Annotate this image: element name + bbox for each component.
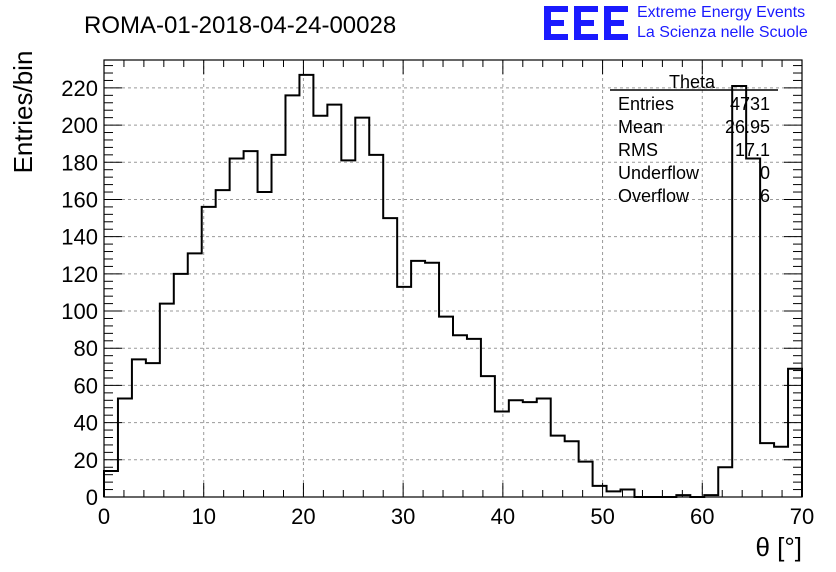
x-tick-label: 60 — [690, 504, 714, 529]
histogram-bin — [285, 95, 299, 497]
x-tick-label: 50 — [590, 504, 614, 529]
histogram-bin — [341, 160, 355, 497]
histogram-bin — [230, 159, 244, 497]
histogram-bin — [746, 159, 760, 497]
histogram-bin — [160, 304, 174, 497]
histogram-bin — [523, 402, 537, 497]
eee-logo-icon — [544, 6, 628, 40]
y-tick-label: 220 — [61, 76, 98, 101]
axis-ticks — [103, 60, 803, 498]
histogram-bin — [188, 253, 202, 497]
stats-value: 6 — [760, 186, 770, 206]
histogram-bin — [565, 441, 579, 497]
histogram-bin — [551, 436, 565, 497]
grid — [104, 60, 802, 497]
stats-value: 0 — [760, 163, 770, 183]
x-axis-label: θ [°] — [755, 532, 802, 562]
histogram-bin — [397, 287, 411, 497]
histogram-bin — [774, 447, 788, 497]
histogram-bin — [439, 317, 453, 497]
stats-value: 26.95 — [725, 117, 770, 137]
histogram-bin — [132, 359, 146, 497]
x-tick-label: 40 — [491, 504, 515, 529]
y-tick-label: 140 — [61, 225, 98, 250]
y-tick-label: 100 — [61, 299, 98, 324]
histogram-bin — [537, 398, 551, 497]
x-tick-label: 30 — [391, 504, 415, 529]
x-tick-label: 20 — [291, 504, 315, 529]
y-tick-label: 120 — [61, 262, 98, 287]
y-tick-label: 20 — [74, 448, 98, 473]
y-tick-label: 40 — [74, 411, 98, 436]
histogram-bin — [299, 75, 313, 497]
histogram-bin — [327, 105, 341, 497]
y-axis-label: Entries/bin — [8, 51, 38, 174]
histogram-bin — [258, 192, 272, 497]
stats-value: 17.1 — [735, 140, 770, 160]
histogram-bin — [425, 263, 439, 497]
histogram — [103, 73, 803, 498]
histogram-bin — [509, 400, 523, 497]
histogram-bin — [146, 363, 160, 497]
histogram-bin — [411, 261, 425, 497]
x-tick-label: 10 — [191, 504, 215, 529]
y-tick-label: 160 — [61, 187, 98, 212]
plot-frame — [103, 59, 803, 498]
histogram-bin — [216, 190, 230, 497]
histogram-bin — [467, 339, 481, 497]
stats-label: RMS — [618, 140, 658, 160]
logo-line-2: La Scienza nelle Scuole — [637, 24, 808, 41]
stats-title: Theta — [669, 72, 716, 92]
histogram-outline — [103, 73, 803, 498]
chart-title: ROMA-01-2018-04-24-00028 — [84, 12, 396, 39]
histogram-bin — [788, 369, 802, 497]
histogram-bin — [355, 118, 369, 497]
tick-labels: 0 10 20 30 40 50 60 700204060801001201401601802… — [61, 76, 814, 529]
histogram-bin — [272, 155, 286, 497]
stats-value: 4731 — [730, 94, 770, 114]
histogram-bin — [383, 218, 397, 497]
histogram-bin — [593, 486, 607, 497]
histogram-bin — [244, 151, 258, 497]
histogram-bin — [369, 155, 383, 497]
histogram-bin — [118, 398, 132, 497]
histogram-bin — [760, 443, 774, 497]
y-tick-label: 80 — [74, 336, 98, 361]
stats-label: Mean — [618, 117, 663, 137]
stats-label: Entries — [618, 94, 674, 114]
x-tick-label: 0 — [98, 504, 110, 529]
histogram-bin — [495, 411, 509, 497]
histogram-bin — [202, 207, 216, 497]
y-tick-label: 0 — [86, 485, 98, 510]
logo-line-1: Extreme Energy Events — [637, 4, 806, 21]
y-tick-label: 200 — [61, 113, 98, 138]
y-tick-label: 60 — [74, 373, 98, 398]
histogram-bin — [313, 116, 327, 497]
histogram-bin — [453, 335, 467, 497]
y-tick-label: 180 — [61, 150, 98, 175]
histogram-bin — [174, 274, 188, 497]
histogram-bin — [579, 462, 593, 497]
histogram-bin — [481, 376, 495, 497]
stats-label: Overflow — [618, 186, 690, 206]
histogram-bin — [718, 467, 732, 497]
stats-label: Underflow — [618, 163, 700, 183]
x-tick-label: 70 — [790, 504, 814, 529]
